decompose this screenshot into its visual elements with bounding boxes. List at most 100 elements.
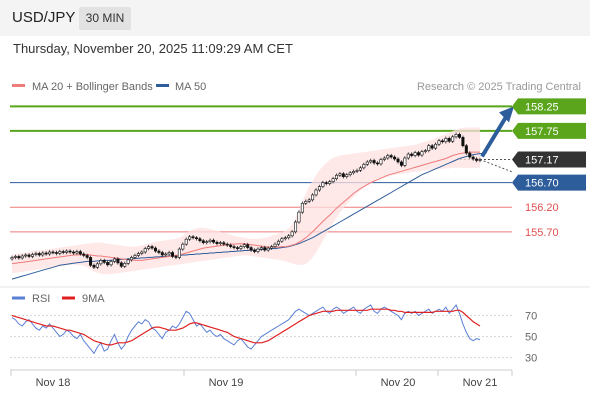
- candle-body: [106, 262, 110, 266]
- candle-body: [30, 254, 34, 257]
- candle-body: [287, 235, 291, 239]
- candle-body: [386, 155, 390, 159]
- candle-body: [294, 221, 298, 233]
- candle-body: [92, 265, 96, 268]
- candle-body: [468, 152, 472, 158]
- candle-body: [239, 246, 243, 249]
- candle-body: [235, 247, 239, 249]
- candle-body: [17, 256, 21, 259]
- candle-body: [188, 236, 192, 240]
- candle-body: [434, 143, 438, 149]
- candle-body: [253, 249, 257, 252]
- candle-body: [365, 161, 369, 165]
- candle-body: [297, 211, 301, 223]
- ma50-legend-label: MA 50: [175, 81, 206, 93]
- candle-body: [133, 255, 137, 258]
- timestamp: Thursday, November 20, 2025 11:09:29 AM …: [13, 41, 293, 56]
- rsi-panel: 30 50 70: [10, 304, 537, 365]
- candle-body: [300, 202, 304, 213]
- candle-body: [454, 134, 458, 138]
- candle-body: [150, 246, 154, 249]
- candle-body: [382, 157, 386, 160]
- candle-body: [362, 164, 366, 169]
- candle-body: [58, 251, 62, 254]
- x-tick-label: Nov 19: [209, 377, 244, 389]
- candle-body: [136, 253, 140, 256]
- x-tick-label: Nov 20: [381, 377, 416, 389]
- forecast-arrow: [480, 114, 509, 158]
- x-tick-label: Nov 21: [463, 377, 498, 389]
- candle-body: [10, 257, 14, 260]
- candle-body: [311, 194, 315, 201]
- price-panel: 158.25 157.75 157.17 156.70 156.20 155.70: [10, 98, 586, 280]
- candle-body: [85, 255, 89, 258]
- candle-body: [232, 246, 236, 248]
- candle-body: [184, 238, 188, 245]
- candle-body: [123, 263, 127, 267]
- timeframe-button[interactable]: 30 MIN: [79, 7, 131, 30]
- candle-body: [140, 251, 144, 254]
- level-tag-current: [512, 151, 586, 168]
- candle-body: [191, 236, 195, 239]
- candle-body: [276, 240, 280, 245]
- ma20-legend-swatch: [12, 84, 25, 87]
- candle-body: [256, 248, 260, 252]
- candle-body: [451, 136, 455, 142]
- candle-body: [71, 251, 75, 254]
- candle-body: [61, 251, 65, 253]
- candle-body: [403, 157, 407, 166]
- level-label: 157.75: [525, 126, 559, 138]
- candle-body: [37, 253, 41, 256]
- candle-body: [372, 160, 376, 164]
- candle-body: [208, 239, 212, 242]
- candle-body: [119, 262, 123, 267]
- candle-body: [109, 261, 113, 266]
- candle-body: [273, 243, 277, 247]
- candle-body: [82, 253, 86, 256]
- candle-body: [447, 138, 451, 142]
- candle-body: [307, 199, 311, 202]
- candle-body: [177, 248, 181, 258]
- candle-body: [116, 258, 120, 264]
- candle-body: [102, 260, 106, 263]
- candle-body: [164, 253, 168, 256]
- level-label: 155.70: [525, 227, 559, 239]
- candle-body: [440, 140, 444, 143]
- level-tag-target: [512, 122, 586, 139]
- candle-body: [157, 250, 161, 253]
- candle-body: [249, 247, 253, 251]
- candle-body: [417, 152, 421, 156]
- candle-body: [143, 248, 147, 253]
- candle-body: [130, 257, 134, 261]
- candle-body: [430, 145, 434, 149]
- level-label: 157.17: [525, 154, 559, 166]
- candle-body: [304, 201, 308, 204]
- header-bar: USD/JPY 30 MIN: [0, 0, 590, 36]
- candle-body: [242, 244, 246, 247]
- candle-body: [328, 181, 332, 184]
- candle-body: [160, 252, 164, 256]
- projection-line: [479, 159, 513, 173]
- rsi-line: [11, 304, 481, 355]
- x-tick-label: Nov 18: [36, 377, 71, 389]
- candle-body: [51, 251, 55, 254]
- candle-body: [369, 160, 373, 163]
- candle-body: [229, 244, 233, 247]
- candle-body: [413, 152, 417, 156]
- forecast-arrow-head: [499, 106, 514, 123]
- candle-body: [317, 186, 321, 191]
- candle-body: [331, 178, 335, 182]
- candle-body: [126, 259, 130, 264]
- candle-body: [396, 158, 400, 163]
- candle-body: [324, 182, 328, 184]
- level-label: 156.70: [525, 178, 559, 190]
- candle-body: [222, 242, 226, 245]
- candle-body: [246, 244, 250, 248]
- candle-body: [314, 189, 318, 196]
- candle-body: [41, 252, 45, 256]
- candle-body: [194, 237, 198, 240]
- candle-body: [345, 174, 349, 178]
- candle-body: [283, 237, 287, 240]
- candle-body: [205, 241, 209, 243]
